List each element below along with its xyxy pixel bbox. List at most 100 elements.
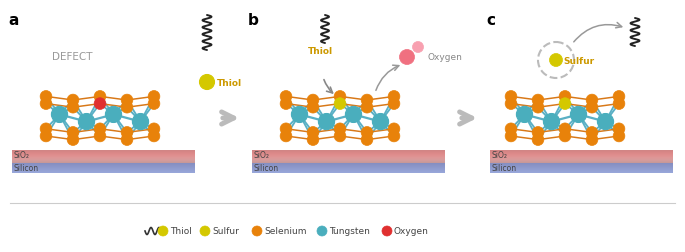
Bar bbox=[12, 166, 195, 167]
Bar bbox=[490, 151, 673, 152]
Bar bbox=[12, 153, 195, 154]
Text: b: b bbox=[248, 13, 259, 28]
Bar bbox=[12, 163, 195, 164]
Circle shape bbox=[532, 134, 544, 145]
Circle shape bbox=[559, 90, 571, 102]
Text: c: c bbox=[486, 13, 495, 28]
Circle shape bbox=[388, 98, 400, 109]
Circle shape bbox=[280, 98, 292, 109]
Bar bbox=[12, 158, 195, 159]
Circle shape bbox=[597, 113, 614, 130]
Bar bbox=[12, 159, 195, 160]
Bar bbox=[12, 168, 195, 169]
Bar bbox=[490, 169, 673, 170]
Bar bbox=[12, 169, 195, 170]
Circle shape bbox=[334, 98, 346, 109]
Bar bbox=[252, 162, 445, 163]
Bar bbox=[252, 152, 445, 153]
Circle shape bbox=[307, 134, 319, 145]
Text: Selenium: Selenium bbox=[264, 227, 306, 236]
Circle shape bbox=[307, 101, 319, 113]
Bar bbox=[12, 172, 195, 173]
Bar bbox=[12, 171, 195, 172]
Circle shape bbox=[51, 106, 68, 122]
Circle shape bbox=[94, 90, 106, 102]
Bar bbox=[490, 163, 673, 164]
Circle shape bbox=[121, 127, 133, 138]
Circle shape bbox=[67, 94, 79, 106]
Bar bbox=[490, 170, 673, 171]
Bar bbox=[490, 159, 673, 160]
Bar bbox=[252, 165, 445, 166]
Circle shape bbox=[200, 226, 210, 236]
Bar bbox=[252, 151, 445, 152]
Bar bbox=[490, 172, 673, 173]
Bar bbox=[252, 169, 445, 170]
Circle shape bbox=[543, 113, 560, 130]
Bar bbox=[490, 156, 673, 157]
Circle shape bbox=[252, 226, 262, 236]
Bar bbox=[252, 163, 445, 164]
Circle shape bbox=[345, 106, 362, 122]
Circle shape bbox=[586, 134, 598, 145]
Bar bbox=[490, 167, 673, 168]
Bar bbox=[252, 166, 445, 167]
Text: SiO₂: SiO₂ bbox=[254, 151, 270, 160]
Bar bbox=[490, 160, 673, 161]
Circle shape bbox=[505, 130, 517, 142]
Bar bbox=[12, 161, 195, 162]
Circle shape bbox=[319, 113, 334, 130]
Text: Sulfur: Sulfur bbox=[212, 227, 239, 236]
Bar bbox=[12, 150, 195, 151]
Bar bbox=[490, 151, 673, 152]
Circle shape bbox=[121, 101, 133, 113]
Bar bbox=[252, 150, 445, 151]
Circle shape bbox=[586, 101, 598, 113]
Circle shape bbox=[40, 130, 52, 142]
Bar bbox=[252, 159, 445, 160]
Bar bbox=[12, 159, 195, 160]
Circle shape bbox=[586, 94, 598, 106]
Bar bbox=[12, 157, 195, 158]
Circle shape bbox=[549, 53, 562, 67]
Circle shape bbox=[78, 113, 95, 130]
Circle shape bbox=[361, 134, 373, 145]
Bar bbox=[490, 157, 673, 158]
Circle shape bbox=[94, 130, 106, 142]
Text: Silicon: Silicon bbox=[492, 164, 517, 173]
Circle shape bbox=[532, 94, 544, 106]
Text: a: a bbox=[8, 13, 18, 28]
Bar bbox=[252, 171, 445, 172]
Circle shape bbox=[334, 123, 346, 135]
Bar bbox=[252, 160, 445, 161]
Circle shape bbox=[361, 94, 373, 106]
Circle shape bbox=[121, 94, 133, 106]
Bar bbox=[12, 155, 195, 156]
Bar bbox=[252, 168, 445, 169]
Circle shape bbox=[334, 130, 346, 142]
Circle shape bbox=[148, 98, 160, 109]
Bar bbox=[490, 165, 673, 166]
Circle shape bbox=[388, 90, 400, 102]
Bar bbox=[12, 152, 195, 153]
Bar bbox=[490, 164, 673, 165]
Circle shape bbox=[505, 90, 517, 102]
Circle shape bbox=[532, 127, 544, 138]
Bar bbox=[252, 158, 445, 159]
Bar bbox=[252, 157, 445, 158]
Bar bbox=[490, 162, 673, 163]
Circle shape bbox=[121, 134, 133, 145]
Bar bbox=[490, 154, 673, 155]
Circle shape bbox=[148, 90, 160, 102]
Text: Silicon: Silicon bbox=[14, 164, 39, 173]
Bar bbox=[12, 151, 195, 152]
Bar bbox=[490, 153, 673, 154]
Circle shape bbox=[105, 106, 122, 122]
Circle shape bbox=[559, 98, 571, 109]
Bar bbox=[252, 159, 445, 160]
Circle shape bbox=[334, 90, 346, 102]
Circle shape bbox=[307, 94, 319, 106]
Bar bbox=[252, 153, 445, 154]
Bar bbox=[252, 156, 445, 157]
Bar bbox=[12, 162, 195, 163]
